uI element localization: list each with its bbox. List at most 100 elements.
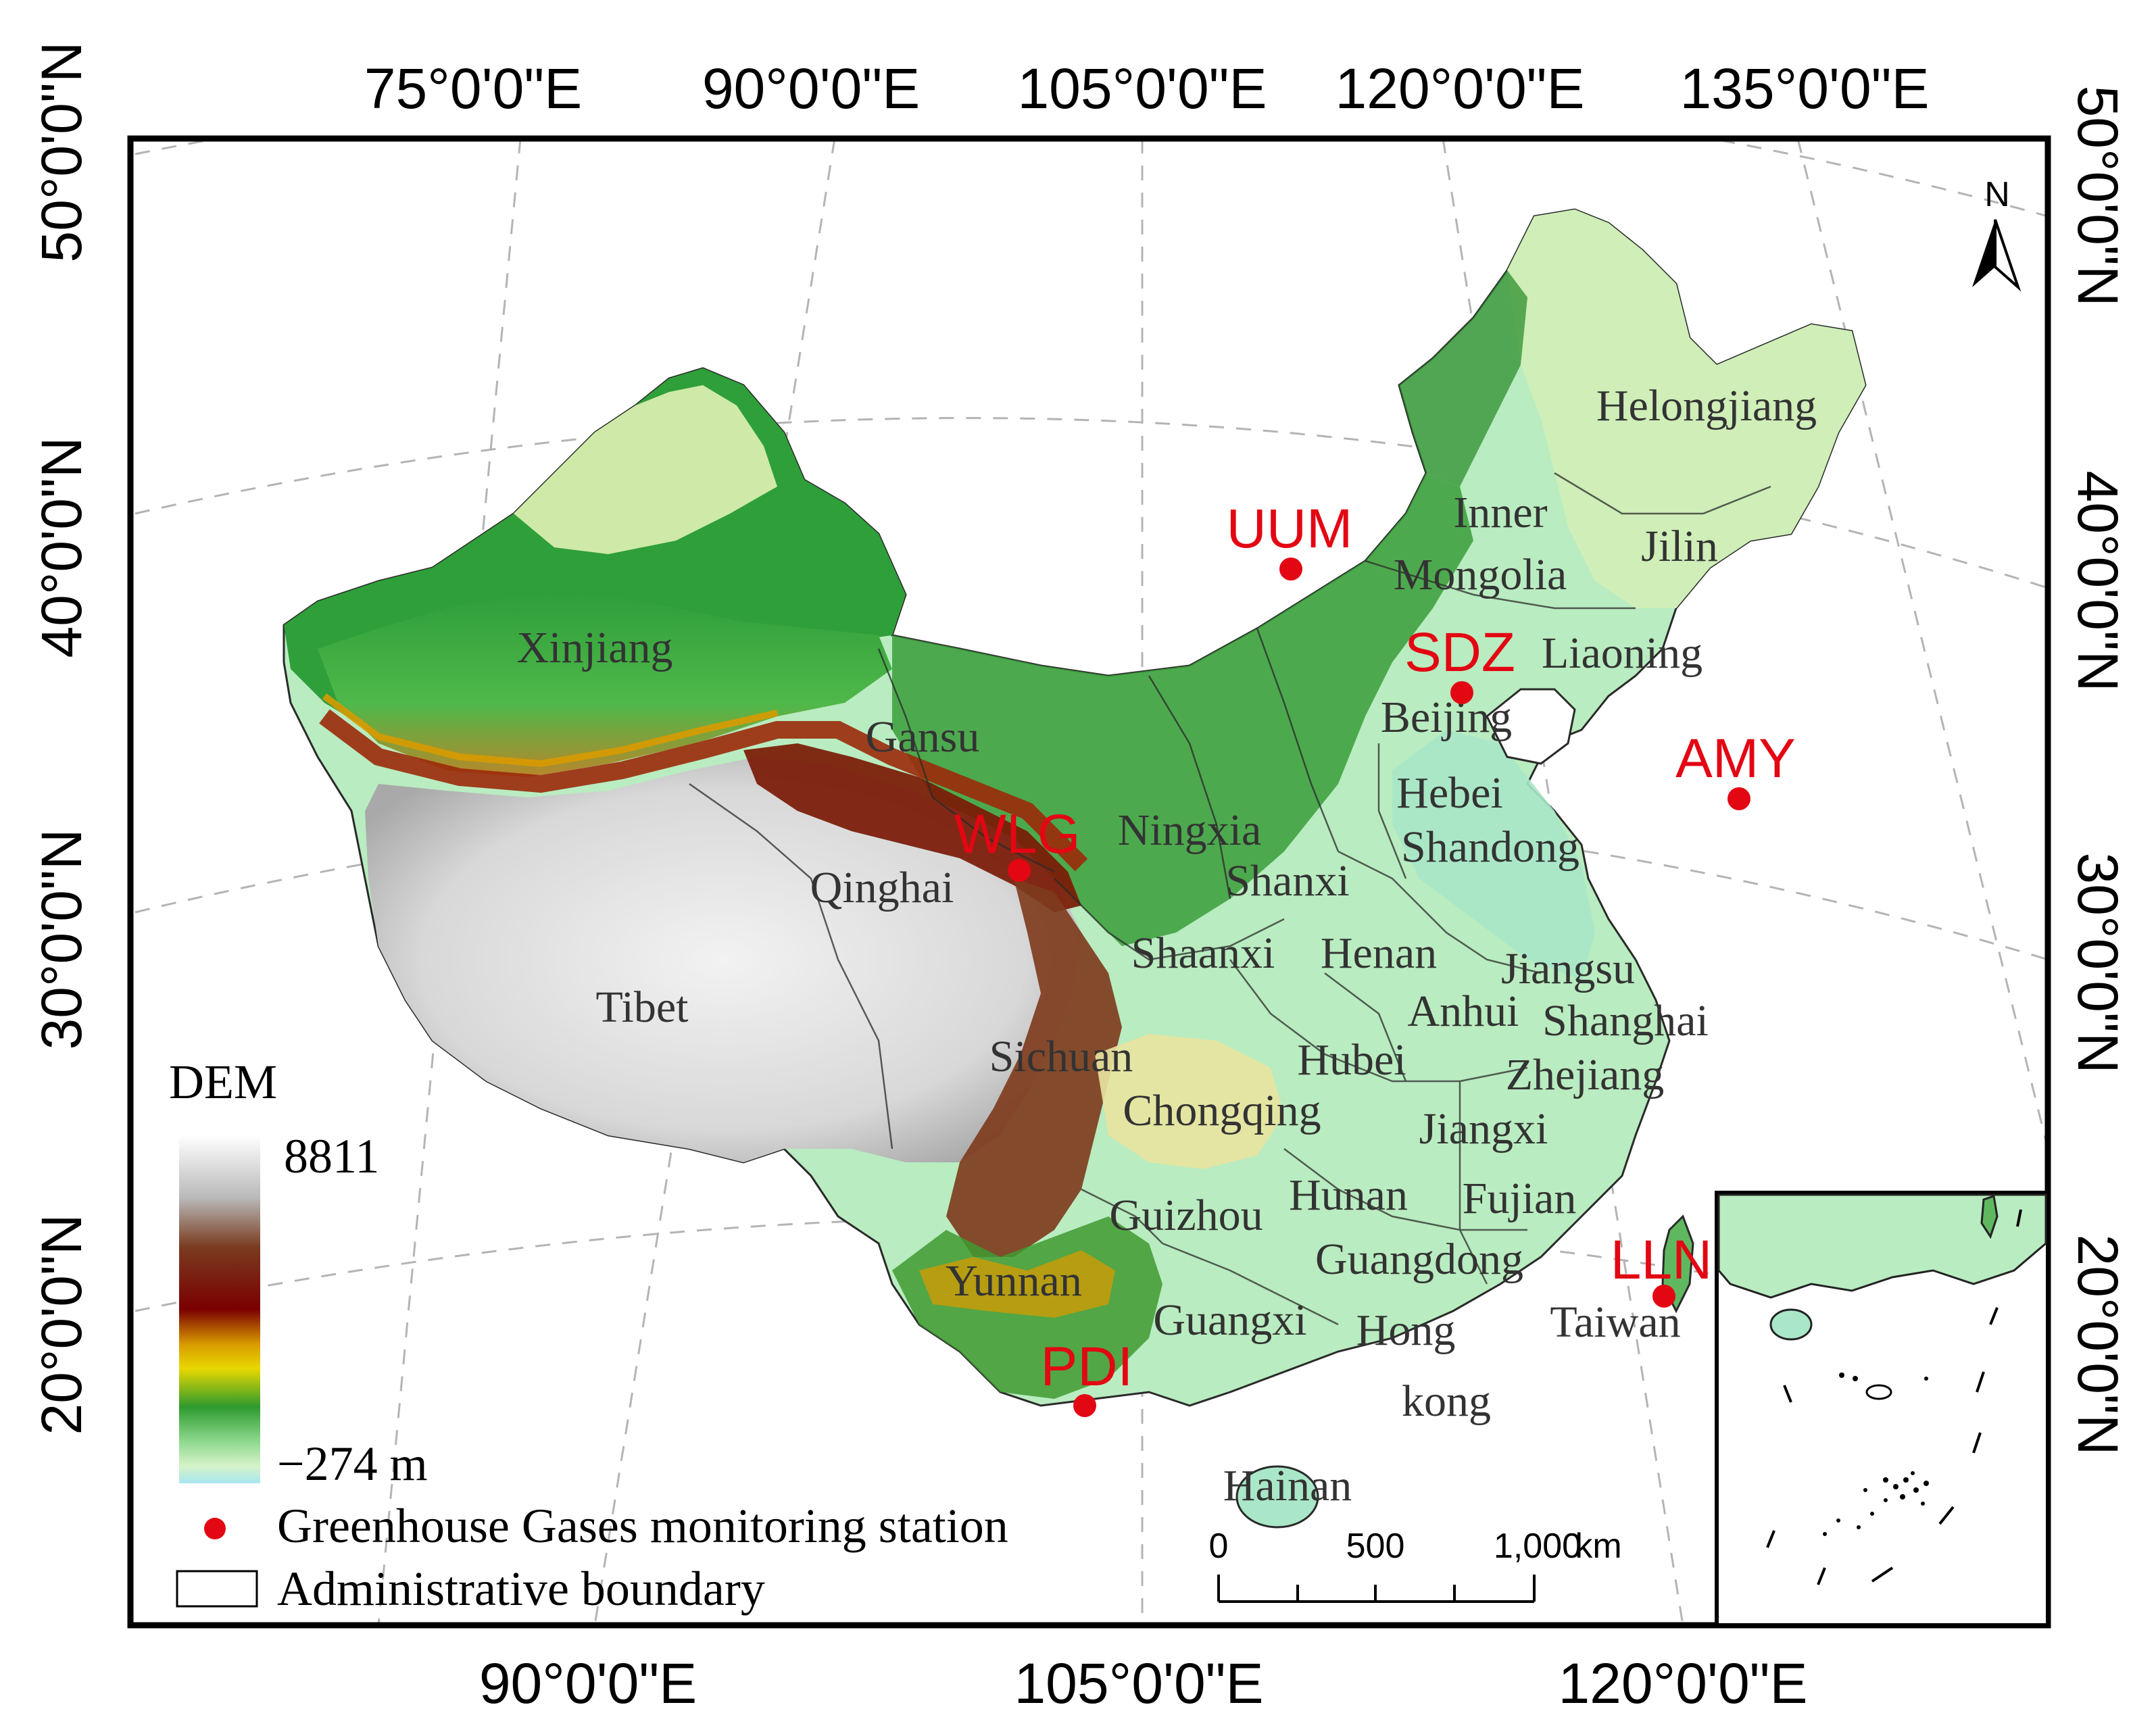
province-boundaries [689, 472, 1771, 1326]
province-label: kong [1402, 1377, 1491, 1426]
station-lln[interactable]: LLN [1611, 1229, 1712, 1308]
province-label: Fujian [1463, 1174, 1577, 1223]
inset-mainland [1717, 1193, 2047, 1299]
top-lon-label: 90°0'0"E [702, 57, 920, 120]
province-label: Hainan [1223, 1461, 1352, 1510]
legend-boundary-icon [176, 1570, 258, 1608]
tibetan-plateau [365, 757, 1081, 1162]
legend-station-label: Greenhouse Gases monitoring station [277, 1499, 1008, 1553]
left-latitude-labels: 50°0'0"N 40°0'0"N 30°0'0"N 20°0'0"N [30, 42, 93, 1435]
province-label: Ningxia [1118, 806, 1262, 855]
kunlun-ridge-orange [322, 693, 779, 768]
left-lat-label: 20°0'0"N [30, 1214, 93, 1435]
dzungaria-basin [514, 385, 777, 554]
station-uum[interactable]: UUM [1227, 498, 1353, 580]
province-label: Shaanxi [1131, 929, 1275, 978]
province-label: Inner [1453, 488, 1547, 537]
province-label: Hubei [1297, 1035, 1406, 1085]
station-sdz[interactable]: SDZ [1404, 622, 1515, 704]
top-lon-label: 75°0'0"E [364, 57, 582, 120]
right-lat-label: 30°0'0"N [2066, 853, 2130, 1074]
inset-hainan [1769, 1308, 1813, 1341]
right-lat-label: 50°0'0"N [2066, 86, 2130, 307]
station-label: AMY [1675, 728, 1796, 789]
station-label: PDI [1041, 1336, 1133, 1397]
qilian-mountains [743, 743, 1081, 912]
province-label: Jilin [1641, 522, 1718, 571]
station-amy[interactable]: AMY [1675, 728, 1796, 810]
graticule-meridian-75 [377, 139, 522, 1625]
province-label: Guangxi [1153, 1295, 1306, 1345]
scale-label: 1,000 [1494, 1527, 1582, 1566]
province-label: Anhui [1408, 987, 1519, 1036]
yunnan-orange [919, 1250, 1115, 1318]
graticule-meridian-135 [1796, 139, 2048, 1149]
legend: DEM 8811 −274 m Greenhouse Gases monitor… [169, 1055, 1008, 1616]
province-label: Guangdong [1315, 1235, 1523, 1284]
legend-station-icon [204, 1518, 226, 1539]
top-lon-label: 135°0'0"E [1680, 57, 1929, 120]
right-lat-label: 40°0'0"N [2066, 471, 2130, 692]
northeast-plain [1507, 209, 1865, 608]
top-lon-label: 120°0'0"E [1335, 57, 1584, 120]
province-label: Henan [1321, 929, 1437, 978]
scale-unit: km [1575, 1527, 1621, 1566]
province-label: Hong [1356, 1306, 1456, 1355]
province-label: Hunan [1289, 1170, 1408, 1220]
bottom-longitude-labels: 90°0'0"E 105°0'0"E 120°0'0"E [479, 1652, 1808, 1715]
stations: UUM SDZ AMY WLG LLN PDI [954, 498, 1796, 1417]
south-china-sea-inset [1715, 1191, 2050, 1627]
map-frame [127, 135, 2051, 1629]
province-label: Yunnan [946, 1256, 1082, 1306]
bottom-lon-label: 105°0'0"E [1014, 1652, 1263, 1715]
province-label: Jiangsu [1501, 944, 1635, 993]
station-wlg[interactable]: WLG [954, 803, 1081, 882]
kunlun-ridge [319, 709, 1088, 872]
province-label: Shanghai [1542, 996, 1709, 1045]
scale-label: 0 [1209, 1527, 1229, 1566]
right-lat-label: 20°0'0"N [2066, 1235, 2130, 1456]
province-label: Jiangxi [1419, 1104, 1548, 1154]
left-lat-label: 50°0'0"N [30, 42, 93, 263]
province-label: Mongolia [1394, 550, 1567, 599]
province-label: Sichuan [989, 1032, 1133, 1081]
china-landmass [283, 208, 1867, 1529]
left-lat-label: 30°0'0"N [30, 829, 93, 1050]
province-label: Xinjiang [517, 623, 673, 672]
station-label: LLN [1611, 1229, 1712, 1291]
province-label: Beijing [1381, 693, 1512, 742]
station-label: SDZ [1404, 622, 1515, 683]
province-label: Helongjiang [1596, 381, 1817, 430]
hengduan-mountains [946, 879, 1122, 1257]
province-label: Qinghai [810, 863, 954, 912]
legend-title: DEM [169, 1055, 277, 1109]
province-label: Guizhou [1109, 1191, 1263, 1240]
station-pdi[interactable]: PDI [1041, 1336, 1133, 1417]
inset-islands [1823, 1372, 1929, 1536]
north-arrow-icon: N [1972, 175, 2022, 292]
bottom-lon-label: 90°0'0"E [479, 1652, 697, 1715]
legend-max-label: 8811 [284, 1129, 379, 1183]
legend-min-label: −274 m [277, 1437, 428, 1491]
province-label: Gansu [866, 712, 980, 762]
inset-nine-dash-line [1766, 1209, 2022, 1585]
inset-taiwan [1980, 1195, 1999, 1239]
bohai-sea [1486, 688, 1576, 765]
province-label: Hebei [1396, 768, 1503, 818]
sichuan-basin [1095, 1034, 1284, 1169]
scale-label: 500 [1346, 1527, 1405, 1566]
dem-color-ramp [179, 1135, 260, 1483]
north-china-plain [1392, 730, 1595, 980]
tarim-basin [318, 595, 892, 777]
province-label: Zhejiang [1506, 1050, 1665, 1099]
province-labels: Helongjiang Inner Mongolia Jilin Liaonin… [517, 381, 1817, 1510]
graticule-parallel-50 [134, 139, 2048, 218]
graticule-meridian-90 [593, 139, 836, 1625]
top-lon-label: 105°0'0"E [1017, 57, 1267, 120]
greater-khingan [1399, 270, 1527, 487]
scale-bar: 0 500 1,000 km [1209, 1527, 1622, 1603]
hainan-island [1235, 1465, 1319, 1529]
graticule-parallel-40 [134, 417, 2048, 589]
top-longitude-labels: 75°0'0"E 90°0'0"E 105°0'0"E 120°0'0"E 13… [364, 57, 1930, 120]
